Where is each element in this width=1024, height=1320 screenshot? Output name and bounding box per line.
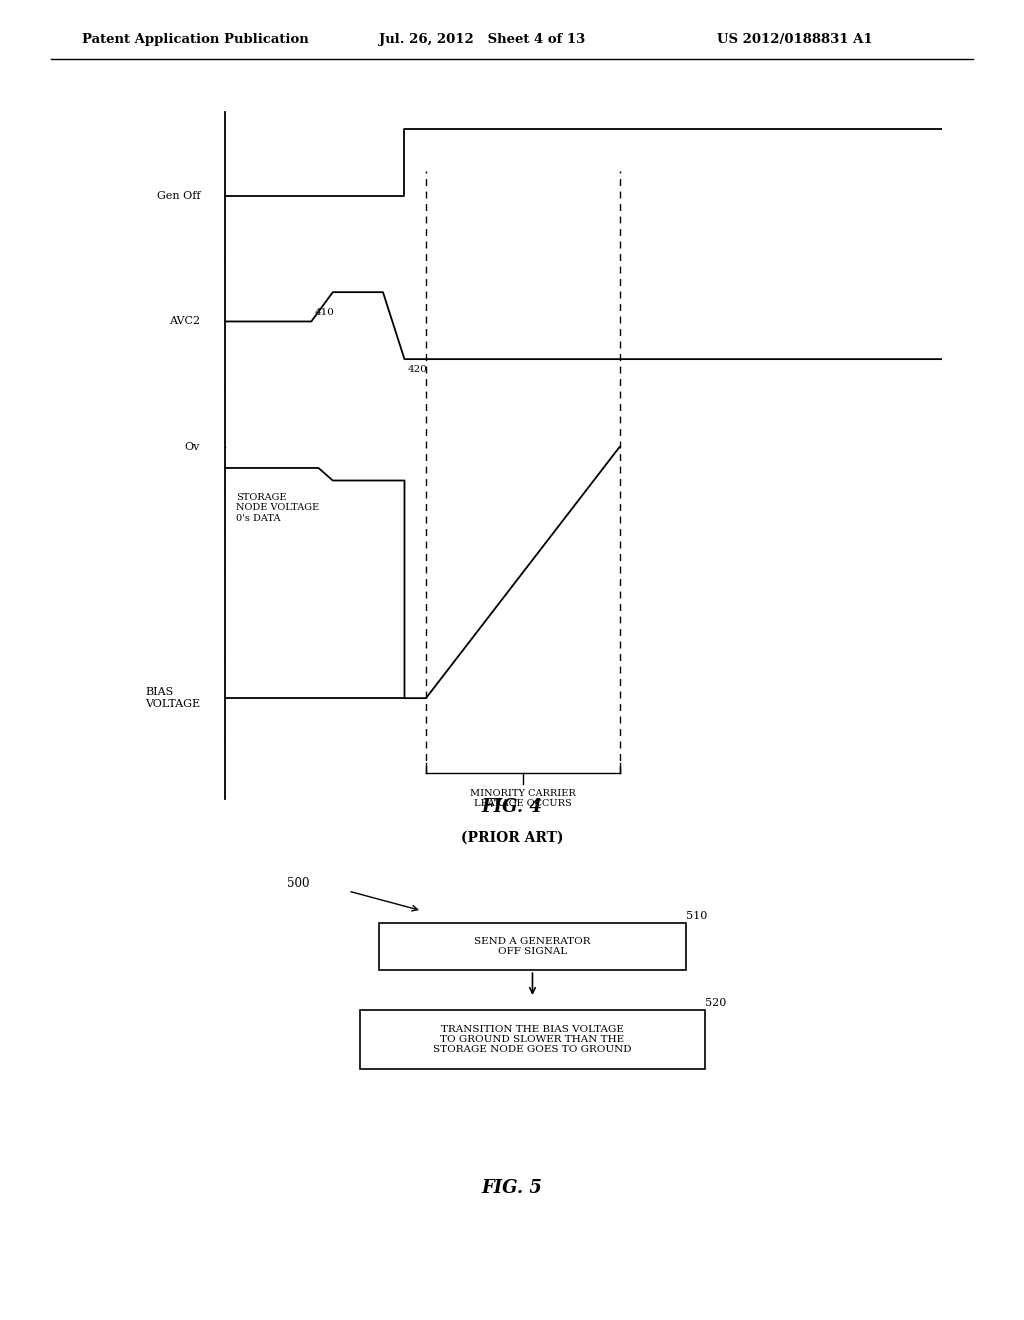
Text: 520: 520 (705, 998, 726, 1008)
Text: STORAGE
NODE VOLTAGE
0's DATA: STORAGE NODE VOLTAGE 0's DATA (236, 494, 319, 523)
Text: Ov: Ov (184, 442, 201, 451)
Text: BIAS
VOLTAGE: BIAS VOLTAGE (145, 688, 201, 709)
Text: (PRIOR ART): (PRIOR ART) (461, 832, 563, 845)
Text: Gen Off: Gen Off (157, 191, 201, 201)
Text: Patent Application Publication: Patent Application Publication (82, 33, 308, 46)
Bar (360, 1010, 705, 1069)
Text: MINORITY CARRIER
LEAKAGE OCCURS: MINORITY CARRIER LEAKAGE OCCURS (470, 788, 575, 808)
Text: SEND A GENERATOR
OFF SIGNAL: SEND A GENERATOR OFF SIGNAL (474, 937, 591, 956)
Text: US 2012/0188831 A1: US 2012/0188831 A1 (717, 33, 872, 46)
Bar (379, 923, 686, 970)
Text: 510: 510 (686, 911, 708, 921)
Text: 500: 500 (287, 876, 309, 890)
Text: FIG. 5: FIG. 5 (481, 1179, 543, 1197)
Text: Jul. 26, 2012   Sheet 4 of 13: Jul. 26, 2012 Sheet 4 of 13 (379, 33, 585, 46)
Text: TRANSITION THE BIAS VOLTAGE
TO GROUND SLOWER THAN THE
STORAGE NODE GOES TO GROUN: TRANSITION THE BIAS VOLTAGE TO GROUND SL… (433, 1024, 632, 1055)
Text: 420: 420 (408, 364, 428, 374)
Text: AVC2: AVC2 (169, 317, 201, 326)
Text: FIG. 4: FIG. 4 (481, 797, 543, 816)
Text: 410: 410 (315, 308, 335, 317)
